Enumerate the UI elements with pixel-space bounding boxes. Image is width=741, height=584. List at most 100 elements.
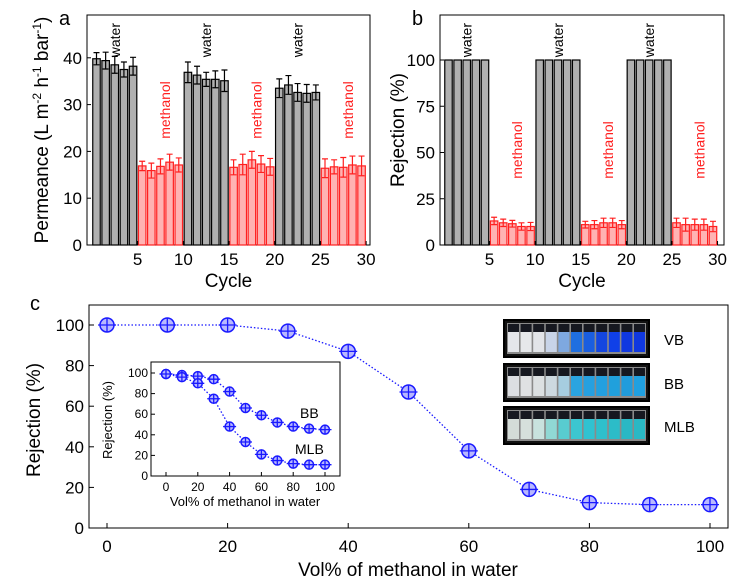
error-bar <box>509 219 516 228</box>
vial <box>596 376 608 396</box>
annotation-water: water <box>198 23 214 59</box>
y-tick-label: 75 <box>416 97 435 116</box>
x-tick-label: 5 <box>485 250 494 269</box>
vial-cap <box>583 324 595 332</box>
vial <box>608 332 620 352</box>
error-bar <box>223 387 237 397</box>
vial-cap <box>520 411 532 419</box>
bar <box>535 59 545 246</box>
x-axis-label: Cycle <box>205 271 253 292</box>
error-bar <box>691 218 698 231</box>
error-bar <box>591 219 598 230</box>
vial <box>558 332 570 352</box>
vial <box>571 332 582 352</box>
y-tick-label: 60 <box>65 397 84 416</box>
error-bar <box>207 374 221 384</box>
vial <box>634 332 645 352</box>
bar <box>320 167 330 246</box>
error-bar <box>239 153 246 176</box>
bar <box>201 78 211 246</box>
vial-photo-MLB: MLB <box>503 406 695 445</box>
vial <box>608 419 620 439</box>
annotation-water: water <box>459 23 475 59</box>
error-bar <box>258 155 265 174</box>
x-axis-label: Cycle <box>558 271 606 292</box>
error-bar <box>609 217 616 229</box>
bar <box>663 59 672 246</box>
y-tick-label: 100 <box>128 366 148 380</box>
error-bar <box>175 157 182 173</box>
vial <box>508 332 519 352</box>
error-bar <box>270 456 284 466</box>
error-bar <box>527 221 534 232</box>
vial-cap <box>520 324 532 332</box>
y-tick-label: 50 <box>416 144 435 163</box>
bar <box>453 59 462 246</box>
annotation-methanol: methanol <box>340 81 356 139</box>
error-bar <box>276 78 283 99</box>
vial <box>520 376 532 396</box>
vial <box>621 376 633 396</box>
bar <box>183 71 193 246</box>
error-bar <box>618 219 625 230</box>
vial-cap <box>533 324 545 332</box>
panel-a: a water methanol water methanol water methanol… <box>30 8 376 292</box>
bar <box>284 84 293 246</box>
panel-label: b <box>412 8 423 30</box>
x-tick-label: 20 <box>265 250 284 269</box>
vial <box>508 376 519 396</box>
vial-cap <box>583 411 595 419</box>
vial-cap <box>634 368 645 376</box>
vial-cap <box>634 324 645 332</box>
vial <box>533 419 545 439</box>
bar <box>92 58 101 246</box>
y-tick-label: 40 <box>65 438 84 457</box>
y-tick-label: 10 <box>63 189 82 208</box>
annotation-water: water <box>290 23 306 59</box>
error-bar <box>270 417 284 427</box>
error-bar <box>302 460 316 470</box>
vial-cap <box>520 368 532 376</box>
vial <box>558 376 570 396</box>
y-axis-label: Rejection (%) <box>24 363 45 477</box>
bar <box>146 169 156 246</box>
error-bar <box>580 495 599 510</box>
vial <box>545 332 557 352</box>
error-bar <box>175 372 189 382</box>
vial-cap <box>558 368 570 376</box>
error-bar <box>286 459 300 469</box>
vial-cap <box>608 368 620 376</box>
bar <box>256 163 266 246</box>
annotation-methanol: methanol <box>248 81 264 139</box>
inset-y-axis-label: Rejection (%) <box>100 381 115 459</box>
error-bar <box>518 222 525 231</box>
vial <box>571 419 582 439</box>
bar <box>653 59 663 246</box>
vial <box>508 419 519 439</box>
x-tick-label: 30 <box>357 250 376 269</box>
bar <box>119 68 129 246</box>
bar <box>220 80 229 246</box>
bar <box>462 59 472 246</box>
vial-cap <box>621 368 633 376</box>
error-bar <box>600 217 607 229</box>
panel-b: b water methanol water methanol water methanol… <box>388 8 727 292</box>
bar <box>137 165 147 246</box>
annotation-water: water <box>641 23 657 59</box>
vial-cap <box>545 411 557 419</box>
bar <box>444 59 453 246</box>
error-bar <box>120 61 127 78</box>
y-tick-label: 60 <box>135 407 149 421</box>
bar <box>626 59 636 246</box>
error-bar <box>278 324 297 339</box>
vial <box>545 376 557 396</box>
error-bar <box>701 497 719 512</box>
y-tick-label: 0 <box>426 236 435 255</box>
error-bar <box>254 410 268 420</box>
y-tick-label: 20 <box>65 478 84 497</box>
error-bar <box>230 159 237 176</box>
error-bar <box>239 437 252 447</box>
x-tick-label: 25 <box>311 250 330 269</box>
bar <box>357 165 366 246</box>
vial-cap <box>545 324 557 332</box>
